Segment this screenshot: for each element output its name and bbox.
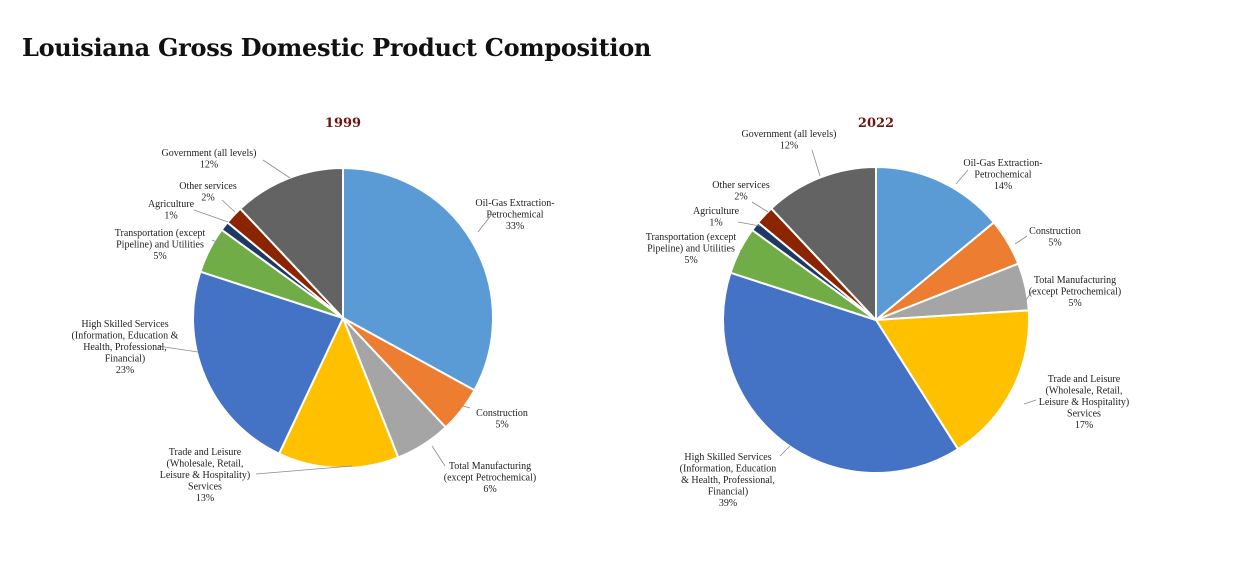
leader-line-trade [255, 465, 353, 475]
pie-slice-trade [277, 315, 400, 470]
slice-label-transportation: Transportation (except Pipeline) and Util… [115, 228, 206, 262]
page-title: Louisiana Gross Domestic Product Composi… [22, 33, 652, 62]
slice-label-other: Other services 2% [179, 181, 237, 204]
slice-label-government: Government (all levels) 12% [742, 129, 837, 152]
slice-label-transportation: Transportation (except Pipeline) and Util… [646, 232, 737, 266]
leader-line-high_skilled [157, 345, 199, 353]
pie-slice-trade [874, 309, 1031, 451]
pie-slice-oil [342, 166, 494, 392]
leader-line-government [262, 159, 291, 179]
pie-slice-government [238, 166, 344, 321]
slice-label-manufacturing: Total Manufacturing (except Petrochemical… [444, 461, 536, 495]
slice-labels: Oil-Gas Extraction-Petrochemical 14% Const… [646, 129, 1130, 509]
slice-label-oil: Oil-Gas Extraction-Petrochemical 33% [475, 198, 554, 232]
leader-line-agriculture [193, 209, 229, 223]
pie-slices [192, 166, 494, 470]
leader-line-other [221, 199, 236, 213]
pie-slices [722, 165, 1031, 474]
leader-line-transportation [211, 239, 227, 247]
pie-slice-high_skilled [722, 271, 960, 474]
slice-label-government: Government (all levels) 12% [162, 148, 257, 171]
pie-slice-high_skilled [192, 270, 345, 456]
leader-line-high_skilled [779, 445, 791, 457]
leader-line-construction [1014, 235, 1028, 245]
slice-label-high_skilled: High Skilled Services (Information, Educa… [72, 319, 179, 376]
slice-label-high_skilled: High Skilled Services (Information, Educa… [680, 452, 777, 509]
leader-line-manufacturing [1025, 289, 1034, 301]
slice-label-agriculture: Agriculture 1% [693, 206, 740, 229]
slice-label-agriculture: Agriculture 1% [148, 199, 195, 222]
slice-label-other: Other services 2% [712, 180, 770, 203]
slice-label-trade: Trade and Leisure (Wholesale, Retail, Leis… [1039, 374, 1130, 431]
leader-line-construction [462, 405, 471, 409]
slice-labels: Oil-Gas Extraction-Petrochemical 33% Const… [72, 148, 555, 504]
leader-line-transportation [739, 249, 749, 259]
leader-line-manufacturing [431, 445, 446, 467]
chart-title: 2022 [858, 116, 894, 131]
slice-label-construction: Construction 5% [1029, 226, 1081, 249]
pie-slice-oil [875, 165, 996, 323]
pie-chart-2022: 2022 Oil-Gas Extraction-Petrochemical 14% C… [646, 116, 1130, 509]
pie-slice-government [769, 165, 877, 323]
leader-line-oil [477, 213, 493, 233]
slice-label-oil: Oil-Gas Extraction-Petrochemical 14% [963, 158, 1042, 192]
pie-chart-1999: 1999 Oil-Gas Extraction-Petrochemical 33% C… [72, 116, 555, 504]
slice-label-manufacturing: Total Manufacturing (except Petrochemical… [1029, 275, 1121, 309]
leader-line-other [751, 201, 769, 213]
leader-line-government [811, 149, 821, 177]
leader-line-trade [1023, 399, 1037, 405]
slice-label-construction: Construction 5% [476, 408, 528, 431]
leader-line-agriculture [737, 221, 761, 227]
leader-line-oil [955, 169, 969, 185]
chart-title: 1999 [325, 116, 361, 131]
slice-label-trade: Trade and Leisure (Wholesale, Retail, Leis… [160, 447, 251, 504]
